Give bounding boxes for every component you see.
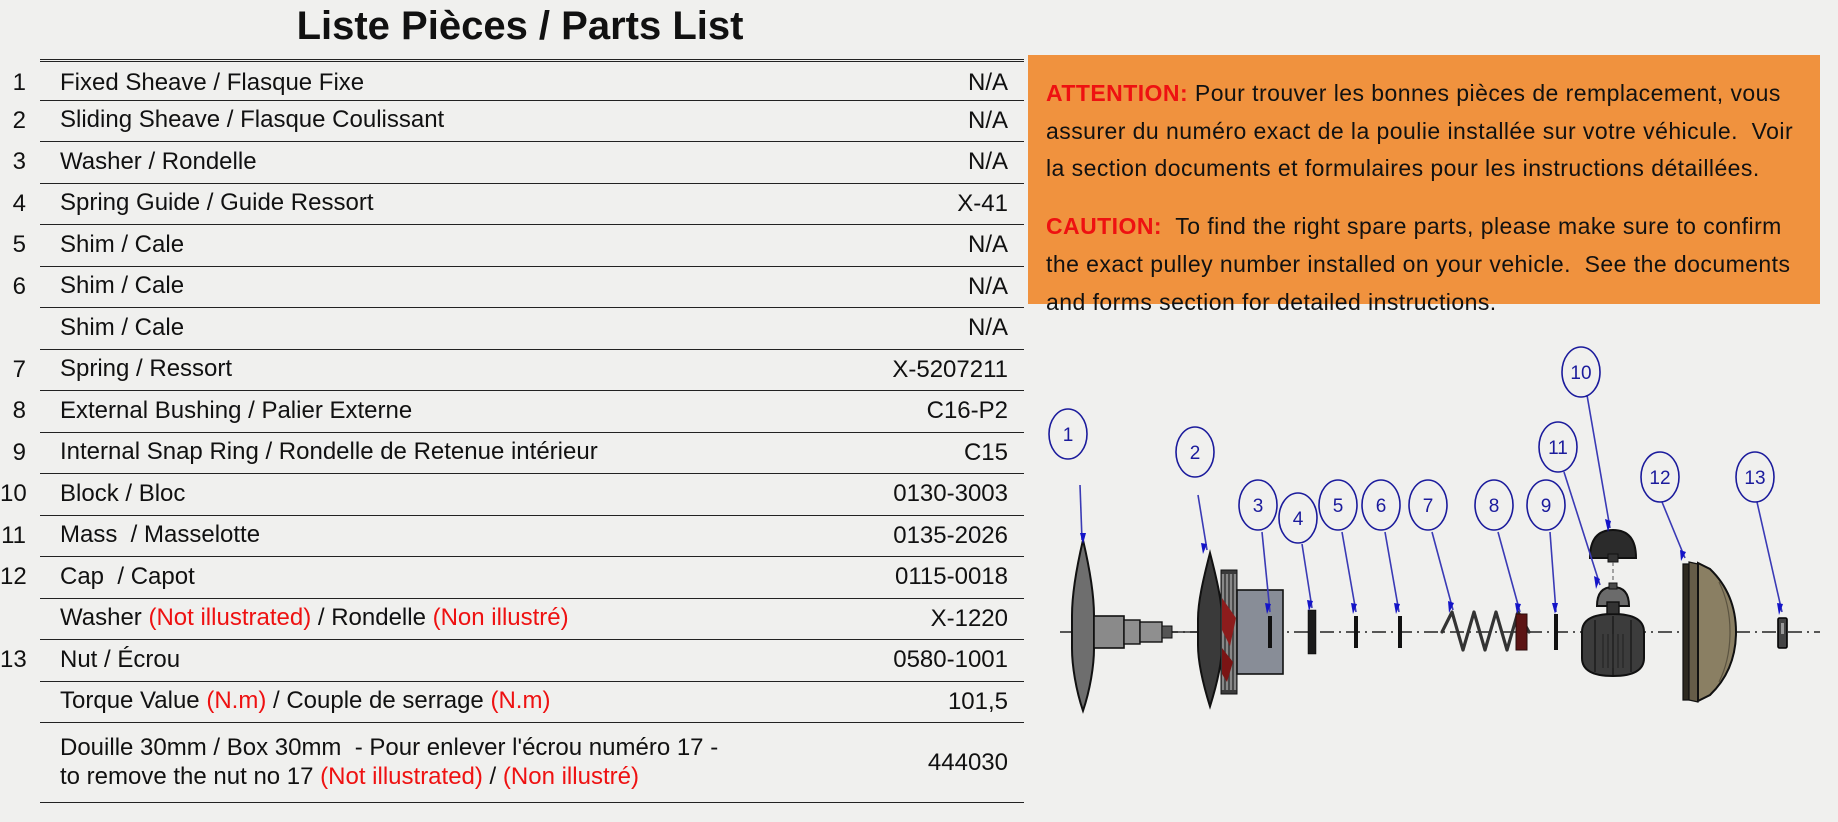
svg-text:2: 2 (1190, 443, 1201, 464)
svg-text:5: 5 (1333, 496, 1344, 517)
svg-text:12: 12 (1649, 468, 1670, 489)
svg-text:4: 4 (1293, 509, 1304, 530)
svg-text:11: 11 (1548, 438, 1568, 459)
svg-text:6: 6 (1376, 496, 1387, 517)
svg-text:9: 9 (1541, 496, 1552, 517)
svg-text:1: 1 (1063, 425, 1074, 446)
svg-text:3: 3 (1253, 496, 1264, 517)
svg-text:7: 7 (1423, 496, 1434, 517)
svg-text:10: 10 (1570, 363, 1591, 384)
svg-text:13: 13 (1744, 468, 1765, 489)
svg-text:8: 8 (1489, 496, 1500, 517)
